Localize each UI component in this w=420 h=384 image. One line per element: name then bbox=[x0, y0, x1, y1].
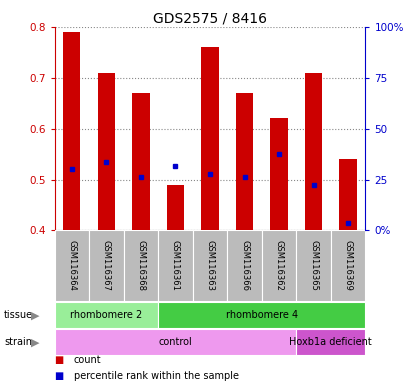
Text: ■: ■ bbox=[55, 371, 64, 381]
Text: percentile rank within the sample: percentile rank within the sample bbox=[74, 371, 239, 381]
Bar bbox=[297, 329, 365, 355]
Text: ▶: ▶ bbox=[32, 310, 40, 320]
Text: GSM116368: GSM116368 bbox=[136, 240, 145, 291]
Text: rhombomere 2: rhombomere 2 bbox=[70, 310, 142, 320]
Text: Hoxb1a deficient: Hoxb1a deficient bbox=[289, 337, 372, 347]
Bar bbox=[331, 230, 365, 301]
Text: count: count bbox=[74, 355, 101, 365]
Bar bbox=[193, 230, 227, 301]
Bar bbox=[98, 73, 115, 230]
Text: GSM116369: GSM116369 bbox=[344, 240, 353, 291]
Text: ■: ■ bbox=[55, 355, 64, 365]
Bar bbox=[339, 159, 357, 230]
Text: strain: strain bbox=[4, 337, 32, 347]
Text: GSM116367: GSM116367 bbox=[102, 240, 111, 291]
Bar bbox=[270, 118, 288, 230]
Bar bbox=[63, 32, 81, 230]
Bar bbox=[305, 73, 322, 230]
Bar bbox=[201, 47, 219, 230]
Text: ▶: ▶ bbox=[32, 337, 40, 347]
Bar bbox=[227, 230, 262, 301]
Text: rhombomere 4: rhombomere 4 bbox=[226, 310, 298, 320]
Text: GSM116366: GSM116366 bbox=[240, 240, 249, 291]
Bar bbox=[55, 302, 158, 328]
Text: GSM116363: GSM116363 bbox=[205, 240, 215, 291]
Bar bbox=[55, 230, 89, 301]
Bar bbox=[132, 93, 150, 230]
Bar bbox=[123, 230, 158, 301]
Bar bbox=[158, 230, 193, 301]
Bar bbox=[236, 93, 253, 230]
Text: GSM116362: GSM116362 bbox=[275, 240, 284, 291]
Text: control: control bbox=[159, 337, 192, 347]
Bar bbox=[55, 329, 297, 355]
Text: GSM116361: GSM116361 bbox=[171, 240, 180, 291]
Bar bbox=[262, 230, 297, 301]
Text: GSM116364: GSM116364 bbox=[67, 240, 76, 291]
Title: GDS2575 / 8416: GDS2575 / 8416 bbox=[153, 12, 267, 26]
Bar bbox=[158, 302, 365, 328]
Text: GSM116365: GSM116365 bbox=[309, 240, 318, 291]
Bar bbox=[167, 185, 184, 230]
Text: tissue: tissue bbox=[4, 310, 33, 320]
Bar bbox=[89, 230, 123, 301]
Bar bbox=[297, 230, 331, 301]
